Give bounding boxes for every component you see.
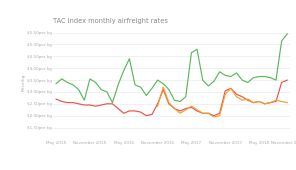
Text: TAC Index monthly airfreight rates: TAC Index monthly airfreight rates [53, 18, 168, 23]
Y-axis label: Price/kg: Price/kg [22, 74, 26, 91]
